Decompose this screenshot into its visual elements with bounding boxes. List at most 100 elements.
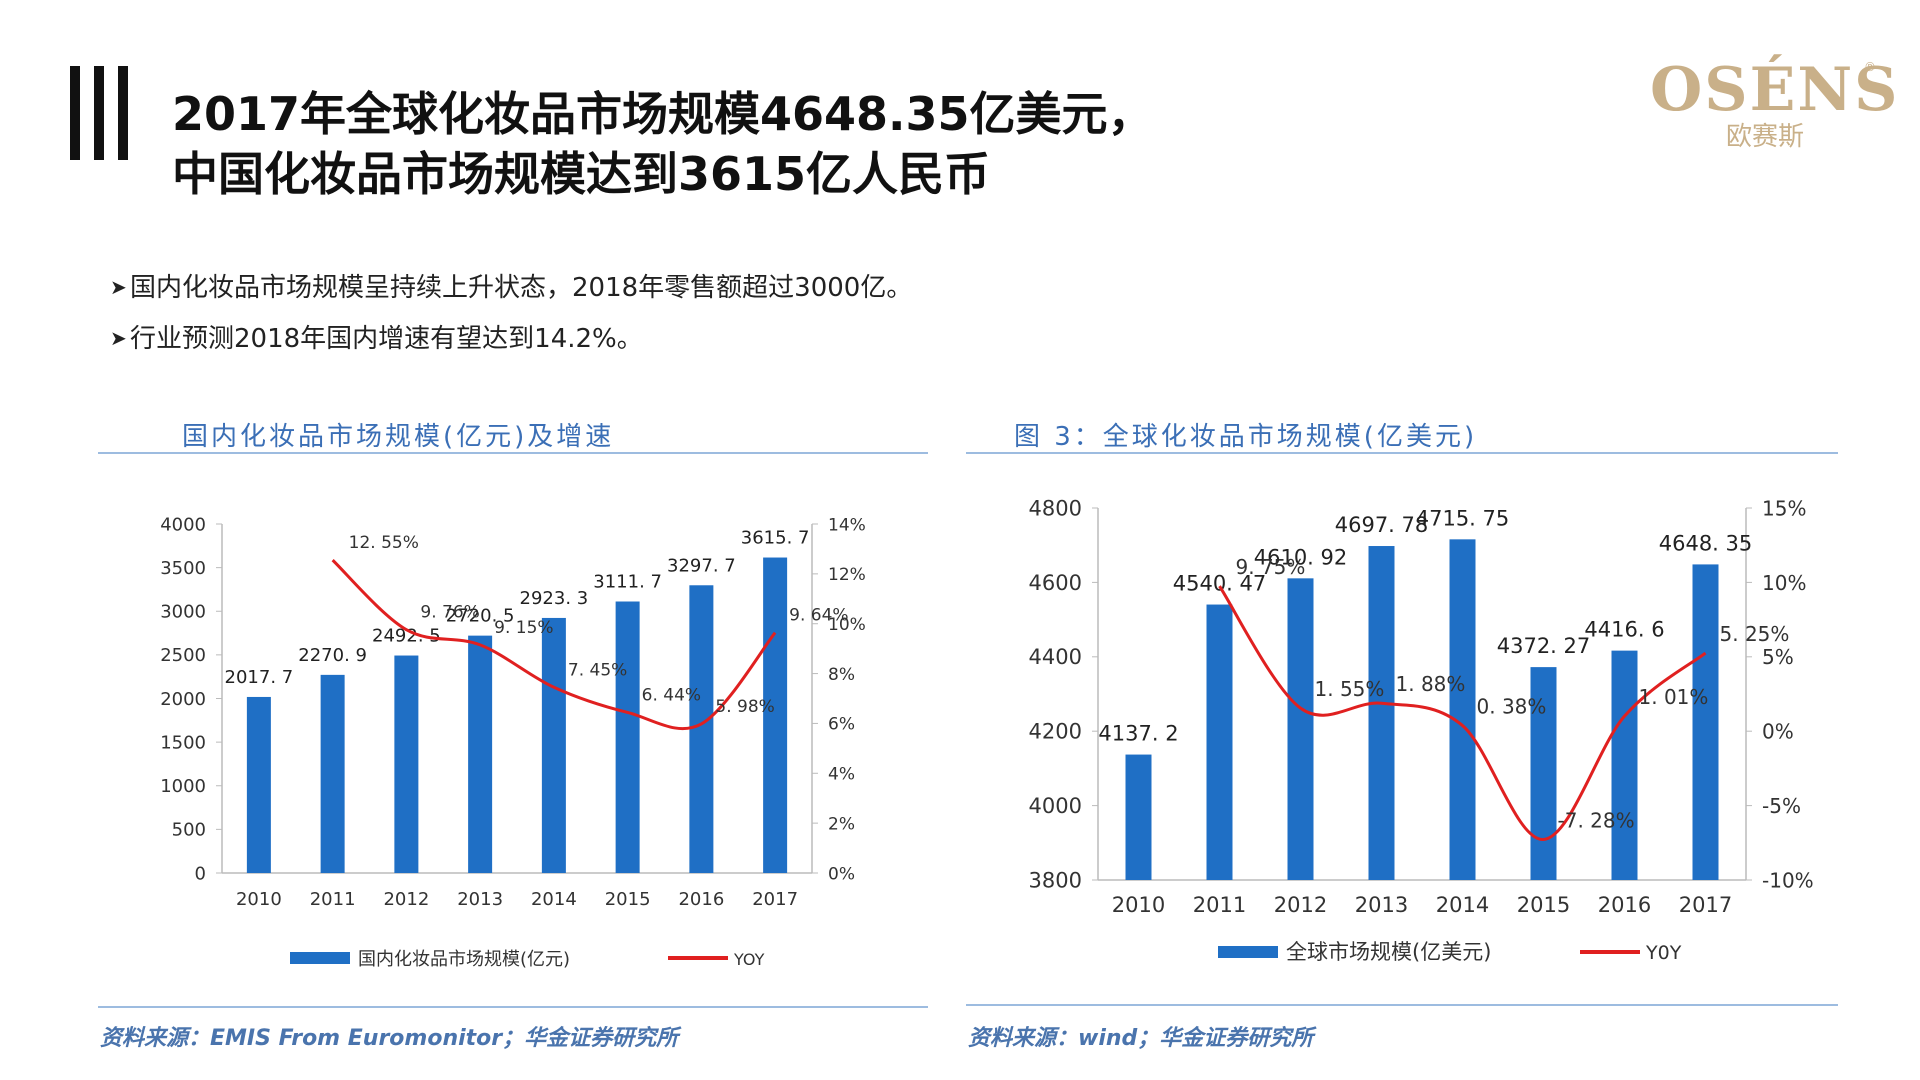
chart2-x-tick-label: 2011 (1193, 893, 1246, 917)
chart2-yoy-label: 9. 75% (1236, 555, 1306, 579)
chart2-y-tick-label: 4800 (1029, 496, 1082, 520)
chart2-legend-bar-swatch (1218, 946, 1278, 958)
chart1-legend-line-label: YOY (733, 950, 765, 969)
chart1-bar (246, 696, 271, 873)
chart1-y2-tick-label: 0% (828, 864, 855, 884)
bullet-text: 国内化妆品市场规模呈持续上升状态，2018年零售额超过3000亿。 (130, 273, 913, 303)
chart2-y2-tick-label: 10% (1762, 571, 1806, 595)
chart1-x-tick-label: 2014 (531, 889, 577, 910)
chart2-legend-bar-label: 全球市场规模(亿美元) (1286, 940, 1491, 964)
chart2-bar (1530, 667, 1557, 880)
chart2-yoy-label: 0. 38% (1477, 695, 1547, 719)
chart1-yoy-label: 9. 64% (789, 606, 848, 626)
page-title-line2: 中国化妆品市场规模达到3615亿人民币 (172, 147, 991, 201)
chart2-yoy-label: -7. 28% (1558, 809, 1635, 833)
chart2-bar (1692, 564, 1719, 880)
chart1-bar (763, 557, 788, 873)
chart2-bar-label: 4372. 27 (1497, 634, 1591, 658)
chart1-bar-label: 3111. 7 (593, 572, 662, 593)
chart1-legend-bar-label: 国内化妆品市场规模(亿元) (358, 949, 570, 970)
chart1-x-tick-label: 2013 (457, 889, 503, 910)
chart2-y-tick-label: 4200 (1029, 720, 1082, 744)
chart2-x-tick-label: 2010 (1112, 893, 1165, 917)
chart1-y-tick-label: 1000 (160, 776, 206, 797)
chart1-bar-label: 2492. 5 (372, 626, 441, 647)
brand-logo: OSÉNS 欧赛斯 ® (1650, 55, 1900, 152)
chart2-y-tick-label: 3800 (1029, 868, 1082, 892)
page-title-line1: 2017年全球化妆品市场规模4648.35亿美元， (172, 87, 1154, 141)
bullet-list: ➤ 国内化妆品市场规模呈持续上升状态，2018年零售额超过3000亿。 ➤ 行业预测… (110, 262, 912, 364)
title-decoration (70, 66, 134, 160)
chart1-y-tick-label: 2500 (160, 645, 206, 666)
chart2-yoy-label: 1. 55% (1315, 677, 1385, 701)
chart1-y2-tick-label: 2% (828, 814, 855, 834)
chart1-y-tick-label: 0 (195, 863, 206, 884)
chart1-x-tick-label: 2017 (752, 889, 798, 910)
chart2-bar (1206, 604, 1233, 880)
chart1-yoy-line (331, 559, 777, 730)
arrow-bullet-icon: ➤ (110, 326, 127, 350)
page-title: 2017年全球化妆品市场规模4648.35亿美元， 中国化妆品市场规模达到361… (172, 84, 1154, 204)
chart2-x-tick-label: 2016 (1598, 893, 1651, 917)
chart2-bar (1611, 650, 1638, 880)
chart1-x-tick-label: 2011 (310, 889, 356, 910)
chart1-x-tick-label: 2010 (236, 889, 282, 910)
chart1-bar (689, 585, 714, 873)
bullet-item: ➤ 行业预测2018年国内增速有望达到14.2%。 (110, 313, 912, 364)
chart2-bar-label: 4697. 78 (1335, 513, 1429, 537)
chart1-yoy-label: 7. 45% (568, 660, 627, 680)
chart2-yoy-label: 1. 88% (1396, 672, 1466, 696)
chart1-bar-label: 2270. 9 (298, 645, 367, 666)
chart2-y-tick-label: 4600 (1029, 571, 1082, 595)
chart1-yoy-label: 9. 15% (494, 618, 553, 638)
chart2-bar-label: 4648. 35 (1659, 531, 1753, 555)
chart1-y2-tick-label: 12% (828, 565, 866, 585)
chart1-yoy-label: 6. 44% (642, 685, 701, 705)
chart1-bottom-rule (98, 1006, 928, 1008)
chart1-bar-label: 2017. 7 (225, 667, 294, 688)
bullet-text: 行业预测2018年国内增速有望达到14.2%。 (130, 324, 643, 354)
chart2-y2-tick-label: -5% (1762, 794, 1801, 818)
chart1-y-tick-label: 3500 (160, 558, 206, 579)
chart2-y2-tick-label: 0% (1762, 720, 1794, 744)
chart1-yoy-label: 9. 76% (420, 603, 479, 623)
chart1-bar (320, 674, 345, 873)
logo-subtitle: 欧赛斯 (1725, 122, 1804, 152)
chart2-yoy-label: 1. 01% (1639, 685, 1709, 709)
chart1-y2-tick-label: 4% (828, 765, 855, 785)
chart1-bar-label: 2720. 5 (446, 606, 515, 627)
chart2-y-tick-label: 4000 (1029, 794, 1082, 818)
chart1-yoy-label: 12. 55% (349, 533, 419, 553)
chart1-bar (541, 617, 566, 873)
chart2-bar-label: 4715. 75 (1416, 506, 1510, 530)
chart1-bar (394, 655, 419, 873)
chart2-bar (1287, 578, 1314, 880)
chart1-bar-label: 3297. 7 (667, 555, 736, 576)
chart2-x-tick-label: 2017 (1679, 893, 1732, 917)
chart1-x-tick-label: 2015 (605, 889, 651, 910)
chart1-y2-tick-label: 10% (828, 615, 866, 635)
chart1-y2-tick-label: 8% (828, 665, 855, 685)
chart1-y-tick-label: 3000 (160, 602, 206, 623)
chart2-x-tick-label: 2012 (1274, 893, 1327, 917)
chart2-bar-label: 4416. 6 (1584, 618, 1664, 642)
chart2-yoy-label: 5. 25% (1720, 622, 1790, 646)
chart2-bar-label: 4137. 2 (1098, 722, 1178, 746)
chart1-y2-tick-label: 6% (828, 715, 855, 735)
chart1-bar (615, 601, 640, 873)
chart2-bar (1449, 539, 1476, 880)
chart2-bar (1125, 754, 1152, 880)
chart1-y-tick-label: 500 (172, 820, 206, 841)
chart2-source: 资料来源：wind；华金证券研究所 (968, 1026, 1314, 1051)
chart2-yoy-line (1218, 585, 1707, 842)
chart1-bar (468, 635, 493, 873)
chart2-top-rule (966, 452, 1838, 454)
chart2-x-tick-label: 2015 (1517, 893, 1570, 917)
chart1-source: 资料来源：EMIS From Euromonitor；华金证券研究所 (100, 1026, 679, 1051)
chart2-bottom-rule (966, 1004, 1838, 1006)
logo-wordmark: OSÉNS (1650, 55, 1900, 125)
chart2-bar-label: 4540. 47 (1173, 572, 1267, 596)
chart1-y2-tick-label: 14% (828, 515, 866, 535)
chart1-yoy-label: 5. 98% (715, 697, 774, 717)
chart2-bar-label: 4610. 92 (1254, 545, 1348, 569)
